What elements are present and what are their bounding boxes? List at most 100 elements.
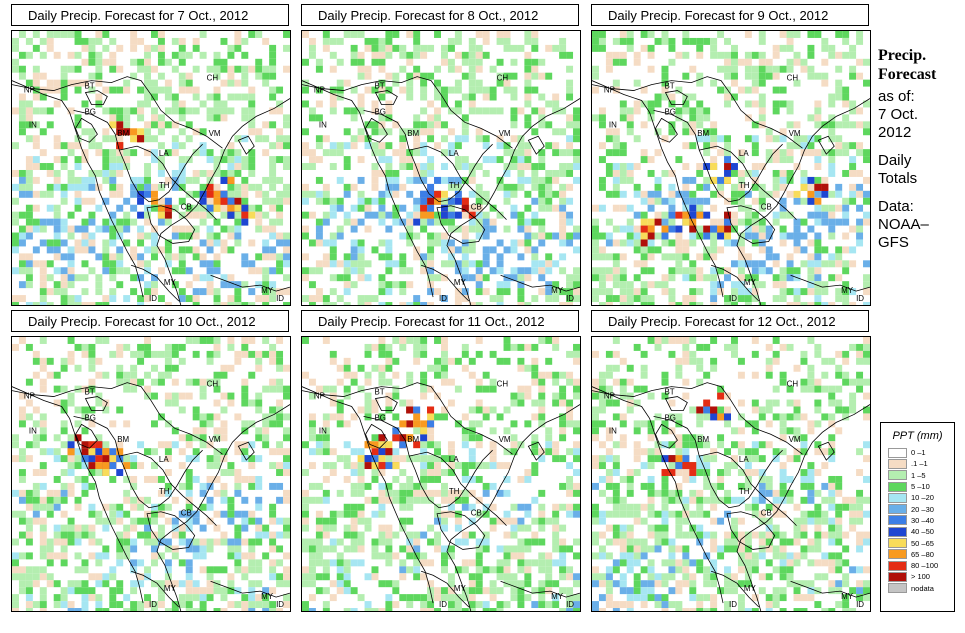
country-label: BG (664, 107, 675, 116)
map-border (711, 264, 760, 302)
country-label: MY (841, 286, 854, 295)
legend-label: 40 –50 (911, 527, 934, 537)
forecast-panel-6: Daily Precip. Forecast for 12 Oct., 2012… (591, 310, 871, 612)
map-border (527, 441, 545, 461)
country-label: LA (449, 455, 459, 464)
map-border (374, 90, 398, 105)
map-border (210, 580, 290, 598)
legend-label: nodata (911, 583, 934, 593)
sidebar-year: 2012 (878, 124, 912, 141)
sidebar-asof: as of: (878, 88, 915, 105)
country-label: LA (159, 149, 169, 158)
map-border (73, 416, 203, 509)
map-border (655, 423, 678, 449)
country-label: BM (117, 435, 129, 444)
country-label: MY (164, 584, 177, 593)
country-label: CH (207, 74, 219, 83)
forecast-panel-3: Daily Precip. Forecast for 9 Oct., 2012 N… (591, 4, 871, 306)
legend-swatch (888, 458, 907, 469)
map-border (131, 264, 180, 302)
country-label: ID (276, 294, 284, 303)
legend-label: 10 –20 (911, 493, 934, 503)
map-border (302, 382, 513, 455)
country-label: MY (454, 584, 467, 593)
map-border (592, 386, 724, 604)
legend-entry: .1 –1 (888, 458, 954, 469)
country-label: BG (374, 413, 385, 422)
country-label: MY (744, 584, 757, 593)
sidebar-daily: Daily (878, 152, 912, 169)
map-border (421, 570, 470, 608)
precip-map: NP BT BG IN BM CH VM LA TH CB MY ID MY ID (301, 336, 581, 612)
map-border (84, 90, 108, 105)
country-label: LA (739, 455, 749, 464)
legend-label: 1 –5 (911, 470, 926, 480)
map-border (655, 117, 678, 143)
country-label: ID (439, 294, 447, 303)
country-label: BG (374, 107, 385, 116)
country-label: CH (207, 380, 219, 389)
map-border (592, 76, 803, 149)
legend-label: 80 –100 (911, 561, 939, 571)
precip-cells (12, 31, 290, 305)
country-label: BM (697, 435, 709, 444)
precip-map: NP BT BG IN BM CH VM LA TH CB MY ID MY ID (591, 30, 871, 306)
country-label: NP (24, 392, 35, 401)
map-border (592, 80, 724, 298)
country-label: ID (856, 294, 864, 303)
panel-title: Daily Precip. Forecast for 7 Oct., 2012 (11, 4, 289, 26)
forecast-panel-1: Daily Precip. Forecast for 7 Oct., 2012 N… (11, 4, 291, 306)
country-label: BT (664, 82, 674, 91)
country-label: TH (449, 487, 460, 496)
country-label: BT (84, 82, 94, 91)
map-border (726, 205, 776, 244)
country-label: BG (84, 107, 95, 116)
map-border (664, 396, 688, 411)
country-label: IN (29, 120, 37, 129)
country-label: IN (609, 120, 617, 129)
map-border (12, 386, 144, 604)
sidebar-date: 7 Oct. (878, 106, 919, 123)
legend-entry: 40 –50 (888, 526, 954, 537)
country-label: CH (497, 380, 509, 389)
sidebar-data: Data: (878, 198, 914, 215)
map-border (363, 110, 493, 203)
map-border (210, 274, 290, 292)
map-border (302, 76, 513, 149)
legend-swatch (888, 504, 907, 515)
map-border (12, 80, 144, 298)
legend-swatch (888, 447, 907, 458)
forecast-panel-4: Daily Precip. Forecast for 10 Oct., 2012… (11, 310, 291, 612)
panel-title: Daily Precip. Forecast for 10 Oct., 2012 (11, 310, 289, 332)
legend-entry: 0 –1 (888, 447, 954, 458)
country-label: NP (314, 86, 325, 95)
map-border (365, 423, 388, 449)
map-border (409, 145, 507, 220)
map-border (699, 451, 797, 526)
country-label: ID (149, 294, 157, 303)
country-label: BT (374, 388, 384, 397)
legend-swatch (888, 549, 907, 560)
map-border (131, 570, 180, 608)
legend-entry: 30 –40 (888, 515, 954, 526)
country-label: TH (449, 181, 460, 190)
country-label: ID (729, 294, 737, 303)
sidebar-heading-1: Precip. (878, 47, 927, 64)
country-label: MY (551, 592, 564, 601)
map-border (436, 205, 486, 244)
country-label: BM (117, 129, 129, 138)
legend-swatch (888, 515, 907, 526)
legend-label: 50 –65 (911, 538, 934, 548)
map-border (156, 98, 290, 305)
country-label: VM (499, 435, 511, 444)
panel-title: Daily Precip. Forecast for 8 Oct., 2012 (301, 4, 579, 26)
legend-swatch (888, 571, 907, 582)
country-label: ID (729, 600, 737, 609)
legend-label: .1 –1 (911, 459, 928, 469)
country-label: TH (159, 181, 170, 190)
panel-title: Daily Precip. Forecast for 12 Oct., 2012 (591, 310, 869, 332)
legend-label: 0 –1 (911, 448, 926, 458)
country-label: IN (29, 426, 37, 435)
country-label: NP (314, 392, 325, 401)
country-label: CB (181, 203, 192, 212)
